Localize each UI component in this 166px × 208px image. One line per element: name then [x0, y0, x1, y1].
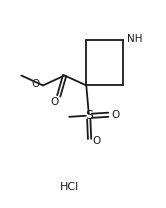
Text: O: O [111, 110, 120, 120]
Text: NH: NH [127, 34, 142, 44]
Text: HCl: HCl [60, 182, 80, 192]
Text: S: S [85, 109, 93, 122]
Text: O: O [32, 79, 40, 89]
Text: O: O [92, 136, 100, 146]
Text: O: O [50, 97, 59, 107]
